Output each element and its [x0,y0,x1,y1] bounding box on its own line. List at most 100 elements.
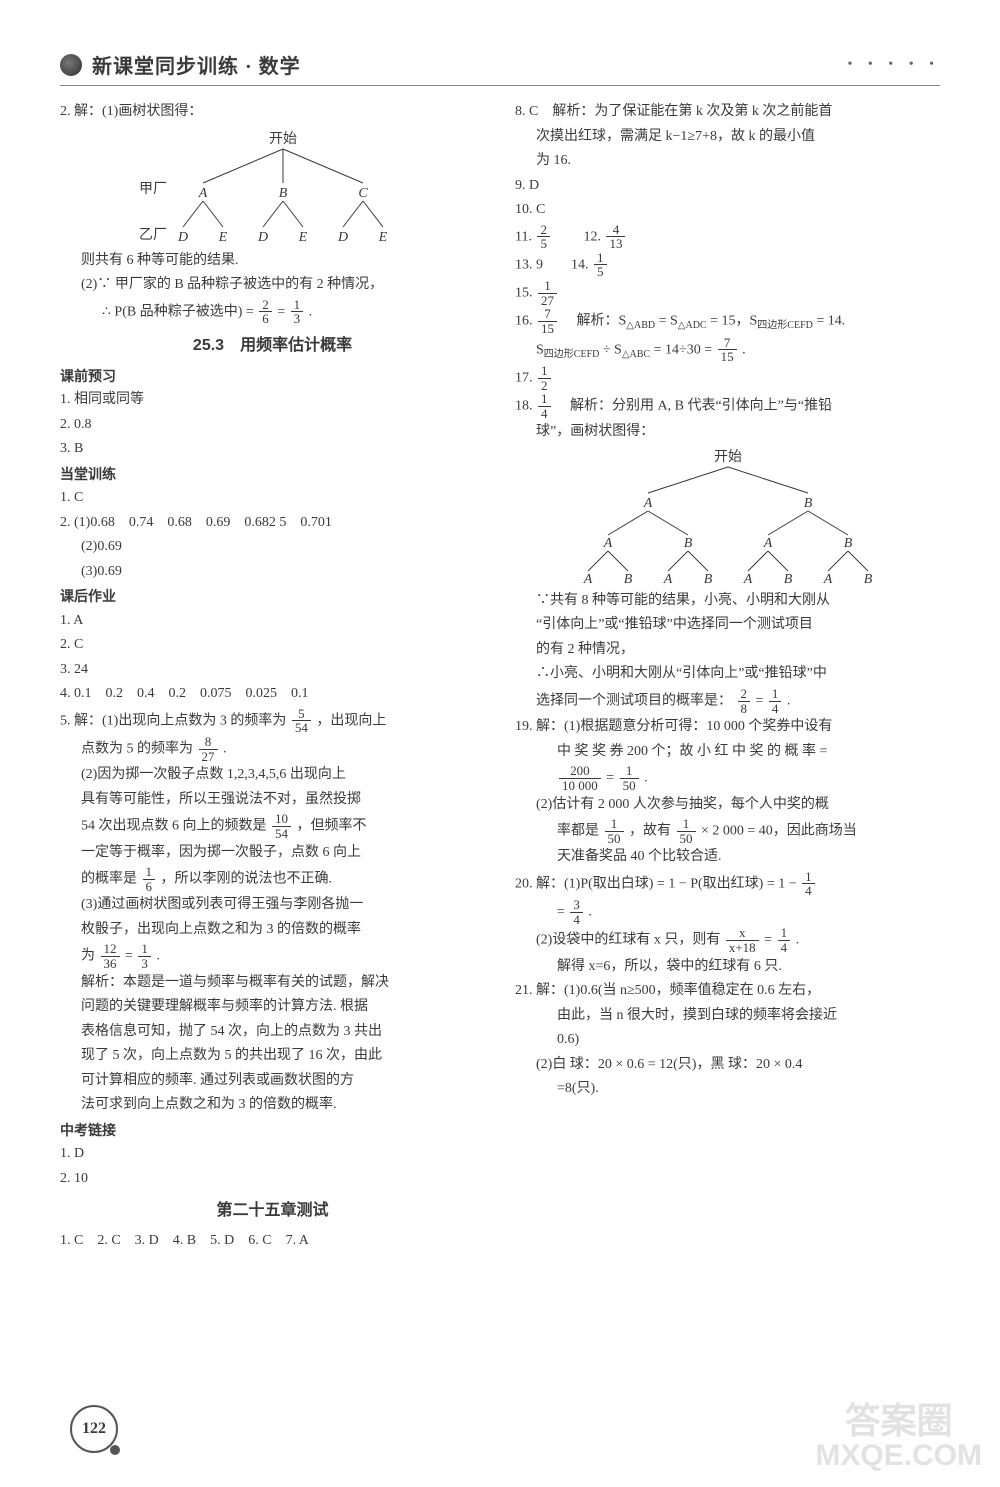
text: 2. (1)0.68 0.74 0.68 0.69 0.682 5 0.701 [60,511,485,536]
page-number-circle: 122 [70,1405,118,1453]
text: 0.6) [515,1028,940,1053]
text: 15. 127 [515,279,940,307]
text: 中 奖 奖 券 200 个；故 小 红 中 奖 的 概 率 = [515,740,940,765]
heading: 课前预习 [60,364,485,389]
text: 具有等可能性，所以王强说法不对，虽然投掷 [60,788,485,813]
header-title: 新课堂同步训练 · 数学 [92,50,301,79]
svg-text:D: D [256,230,267,245]
svg-text:B: B [703,572,712,587]
text: 17. 12 [515,364,940,392]
text: 16. 715 解析：S△ABD = S△ADC = 15，S四边形CEFD =… [515,307,940,335]
text: 2. 10 [60,1167,485,1192]
text: 3. 24 [60,658,485,683]
text: 20010 000 = 150 . [515,764,940,792]
svg-text:B: B [783,572,792,587]
text: 天准备奖品 40 个比较合适. [515,845,940,870]
text: =8(只). [515,1077,940,1102]
text: 1. 相同或同等 [60,388,485,413]
text: 1. A [60,609,485,634]
svg-text:A: A [602,536,612,551]
svg-text:乙厂: 乙厂 [139,227,167,243]
text: 次摸出红球，需满足 k−1≥7+8，故 k 的最小值 [515,125,940,150]
text: 13. 9 14. 15 [515,251,940,279]
svg-text:B: B [843,536,852,551]
tree-diagram-2: 开始 A B A B A B A B A B [548,447,908,587]
watermark-cn: 答案圈 [815,1402,982,1440]
text: 解析：本题是一道与频率与概率有关的试题，解决 [60,971,485,996]
heading: 中考链接 [60,1118,485,1143]
svg-text:C: C [358,186,368,201]
text: (3)0.69 [60,560,485,585]
text: 21. 解：(1)0.6(当 n≥500，频率值稳定在 0.6 左右， [515,979,940,1004]
svg-text:B: B [803,496,812,511]
text: 8. C 解析：为了保证能在第 k 次及第 k 次之前能首 [515,100,940,125]
text: 问题的关键要理解概率与频率的计算方法. 根据 [60,995,485,1020]
text: 的概率是 16 ，所以李刚的说法也不正确. [60,865,485,893]
text: 的有 2 种情况， [515,638,940,663]
watermark: 答案圈 MXQE.COM [815,1402,982,1471]
page-header: 新课堂同步训练 · 数学 • • • • • [60,50,940,86]
text: 11. 25 12. 413 [515,223,940,251]
text: 可计算相应的频率. 通过列表或画数状图的方 [60,1069,485,1094]
text: 54 次出现点数 6 向上的频数是 1054 ，但频率不 [60,812,485,840]
svg-text:A: A [822,572,832,587]
content-columns: 2. 解：(1)画树状图得： 开始 甲厂 A B C 乙厂 D E D E [60,100,940,1254]
svg-text:B: B [623,572,632,587]
text: 率都是 150 ，故有 150 × 2 000 = 40，因此商场当 [515,817,940,845]
text: 表格信息可知，抛了 54 次，向上的点数为 3 共出 [60,1020,485,1045]
text: S四边形CEFD ÷ S△ABC = 14÷30 = 715 . [515,336,940,364]
svg-text:B: B [863,572,872,587]
text: 2. C [60,633,485,658]
text: 19. 解：(1)根据题意分析可得：10 000 个奖券中设有 [515,715,940,740]
svg-text:B: B [278,186,287,201]
tree-diagram-1: 开始 甲厂 A B C 乙厂 D E D E D E [123,127,423,247]
text: (2)0.69 [60,535,485,560]
text: (2)∵ 甲厂家的 B 品种粽子被选中的有 2 种情况， [60,273,485,298]
svg-text:甲厂: 甲厂 [139,182,167,197]
text: 为 16. [515,149,940,174]
page-number-value: 122 [82,1420,106,1438]
text: (2)估计有 2 000 人次参与抽奖，每个人中奖的概 [515,793,940,818]
svg-text:A: A [762,536,772,551]
page-number: 122 [70,1405,118,1453]
svg-text:开始: 开始 [269,131,297,147]
svg-text:B: B [683,536,692,551]
text: (3)通过画树状图或列表可得王强与李刚各抛一 [60,893,485,918]
svg-text:D: D [336,230,347,245]
svg-text:A: A [582,572,592,587]
svg-text:A: A [642,496,652,511]
svg-text:A: A [662,572,672,587]
text: 为 1236 = 13 . [60,942,485,970]
right-column: 8. C 解析：为了保证能在第 k 次及第 k 次之前能首 次摸出红球，需满足 … [515,100,940,1254]
text: ∴ P(B 品种粽子被选中) = 26 = 13 . [60,298,485,326]
text: 1. C 2. C 3. D 4. B 5. D 6. C 7. A [60,1229,485,1254]
svg-text:A: A [197,186,207,201]
text: 1. C [60,486,485,511]
text: 3. B [60,437,485,462]
text: 2. 解：(1)画树状图得： [60,100,485,125]
text: 点数为 5 的频率为 827 . [60,735,485,763]
text: (2)设袋中的红球有 x 只，则有 xx+18 = 14 . [515,926,940,954]
text: 球”，画树状图得： [515,420,940,445]
svg-text:D: D [176,230,187,245]
text: 4. 0.1 0.2 0.4 0.2 0.075 0.025 0.1 [60,682,485,707]
page: 新课堂同步训练 · 数学 • • • • • 2. 解：(1)画树状图得： 开始… [0,0,1000,1487]
chapter-25-test-title: 第二十五章测试 [60,1197,485,1225]
text: = 34 . [515,898,940,926]
heading: 课后作业 [60,584,485,609]
header-logo-icon [60,54,82,76]
text: 9. D [515,174,940,199]
text: 18. 14 解析：分别用 A, B 代表“引体向上”与“推铅 [515,392,940,420]
watermark-en: MXQE.COM [815,1440,982,1472]
text: 一定等于概率，因为掷一次骰子，点数 6 向上 [60,841,485,866]
svg-text:E: E [297,230,307,245]
text: ∵共有 8 种等可能的结果，小亮、小明和大刚从 [515,589,940,614]
svg-text:E: E [377,230,387,245]
text: 解得 x=6，所以，袋中的红球有 6 只. [515,955,940,980]
svg-text:E: E [217,230,227,245]
text: (2)白 球：20 × 0.6 = 12(只)，黑 球：20 × 0.4 [515,1053,940,1078]
text: 10. C [515,198,940,223]
text: 法可求到向上点数之和为 3 的倍数的概率. [60,1093,485,1118]
text: 则共有 6 种等可能的结果. [60,249,485,274]
text: 选择同一个测试项目的概率是： 28 = 14 . [515,687,940,715]
